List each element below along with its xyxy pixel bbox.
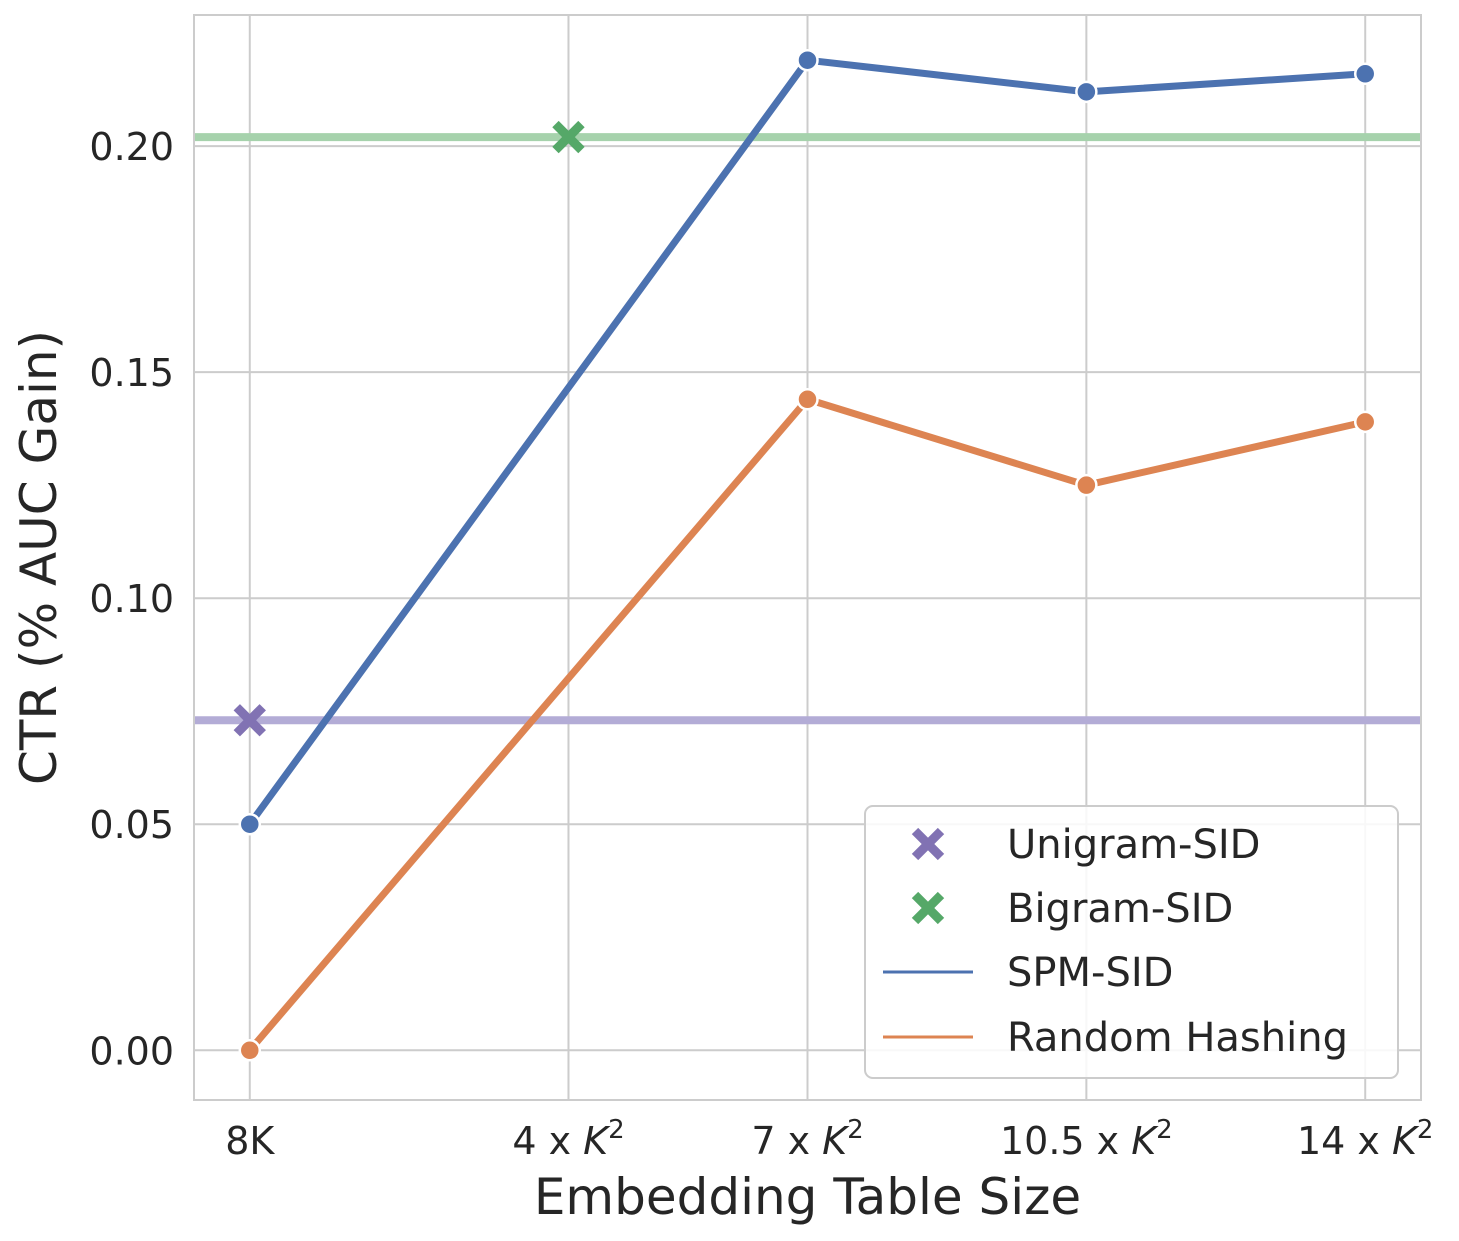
legend: Unigram-SID Bigram-SID SPM-SID Random Hashi… (864, 805, 1399, 1079)
x-tick-label-3-exponent: 2 (1156, 1115, 1173, 1145)
x-tick-label-2-prefix: 7 x (751, 1119, 822, 1163)
y-tick-label-1: 0.05 (89, 803, 174, 847)
random-hashing-point-3 (1353, 410, 1377, 434)
x-tick-label-2: 7 x K2 (751, 1115, 863, 1163)
random-hashing-point-0 (238, 1039, 262, 1062)
y-tick-label-2: 0.10 (89, 577, 174, 621)
x-tick-label-4-symbol: K (1392, 1119, 1420, 1163)
reference-lines (194, 133, 1421, 725)
x-tick-label-2-symbol: K (822, 1119, 850, 1163)
random-hashing-line (246, 395, 1369, 1054)
plot-frame (193, 14, 1422, 1101)
random-hashing-point-2 (1075, 473, 1098, 497)
legend-bigram-sid-marker (911, 891, 945, 925)
grid (194, 15, 1421, 1100)
legend-unigram-sid-marker (911, 827, 945, 861)
y-axis-label: CTR (% AUC Gain) (10, 330, 68, 785)
x-tick-label-4: 14 x K2 (1297, 1115, 1433, 1163)
legend-bigram-sid-label: Bigram-SID (1007, 886, 1233, 932)
legend-unigram-sid-label: Unigram-SID (1007, 822, 1260, 868)
unigram-sid-marker-stroke-b (233, 704, 266, 737)
y-tick-labels: 0.00 0.05 0.10 0.15 0.20 (89, 125, 174, 1073)
legend-spm-sid-label: SPM-SID (1007, 950, 1173, 996)
spm-sid-point-2 (1075, 80, 1098, 104)
x-tick-label-1-exponent: 2 (608, 1115, 625, 1145)
unigram-sid-marker (233, 704, 266, 737)
bigram-sid-marker-stroke-b (552, 120, 585, 154)
bigram-sid-marker (552, 120, 585, 154)
legend-box (864, 805, 1399, 1079)
x-tick-labels: 8K 4 x K2 7 x K2 10.5 x K2 14 x K2 (225, 1115, 1433, 1163)
x-tick-label-1: 4 x K2 (512, 1115, 624, 1163)
x-tick-label-1-prefix: 4 x (512, 1119, 583, 1163)
spm-sid-point-3 (1353, 62, 1377, 86)
legend-bigram-sid-marker-stroke-b (911, 891, 945, 925)
spm-sid-line (246, 56, 1369, 828)
x-tick-label-2-exponent: 2 (847, 1115, 864, 1145)
y-tick-label-4: 0.20 (89, 125, 174, 169)
x-tick-label-3: 10.5 x K2 (1000, 1115, 1173, 1163)
y-tick-label-0: 0.00 (89, 1029, 174, 1073)
markers (233, 120, 585, 737)
x-axis-label: Embedding Table Size (534, 1168, 1081, 1226)
x-tick-label-3-symbol: K (1131, 1119, 1159, 1163)
series-lines (238, 48, 1377, 1062)
x-tick-label-4-exponent: 2 (1417, 1115, 1434, 1145)
spm-sid-point-0 (238, 812, 262, 836)
random-hashing-point-1 (796, 388, 819, 411)
x-tick-label-3-prefix: 10.5 x (1000, 1119, 1131, 1163)
spm-sid-point-1 (796, 48, 819, 72)
legend-unigram-sid-marker-stroke-b (911, 827, 945, 861)
legend-random-hashing-label: Random Hashing (1007, 1015, 1348, 1061)
x-tick-label-4-prefix: 14 x (1297, 1119, 1392, 1163)
y-tick-label-3: 0.15 (89, 351, 174, 395)
x-tick-label-1-symbol: K (583, 1119, 611, 1163)
x-tick-label-0: 8K (225, 1119, 275, 1163)
